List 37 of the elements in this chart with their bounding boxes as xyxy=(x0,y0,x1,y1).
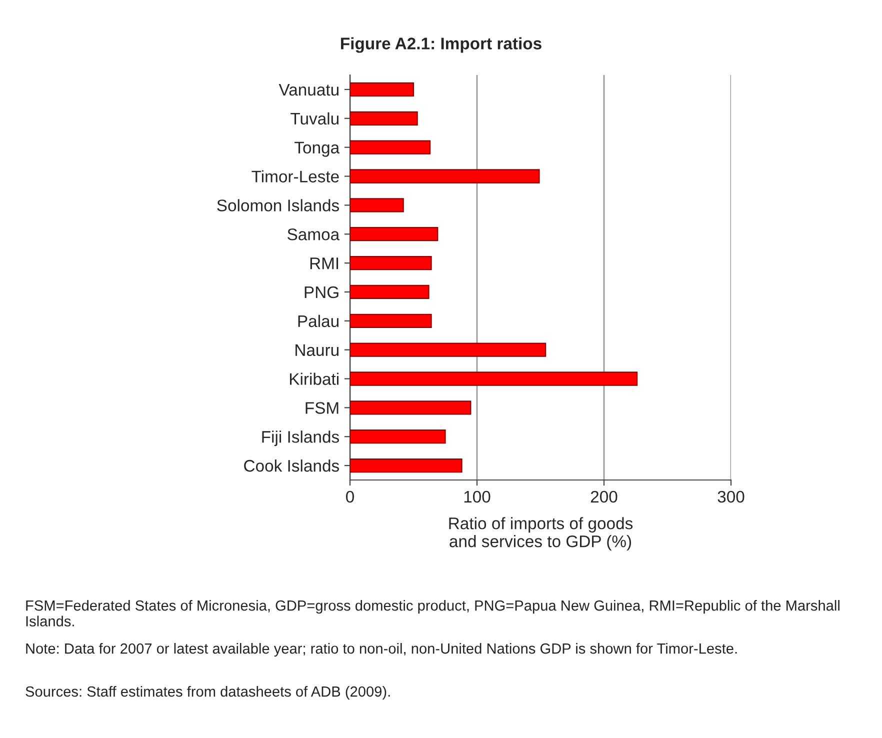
y-tick-label: Cook Islands xyxy=(244,459,339,472)
bar xyxy=(350,400,472,415)
bar xyxy=(350,82,414,97)
text: Note: Data for 2007 or latest available year; ratio to non-oil, non-United Nations GDP is shown for Timor-Leste. xyxy=(26,643,737,657)
y-tick-label: Kiribati xyxy=(290,372,338,385)
y-tick-label: PNG xyxy=(304,286,338,298)
text: FSM=Federated States of Micronesia, GDP=gross domestic product, PNG=Papua New Guinea, RMI=Republic of the Marshall Islands. xyxy=(26,600,840,626)
y-tick-label: Samoa xyxy=(288,228,340,240)
bar xyxy=(350,140,431,154)
y-tick-label: Palau xyxy=(298,314,338,328)
x-tick-label: 100 xyxy=(464,490,490,503)
y-tick-label: Solomon Islands xyxy=(217,199,339,212)
y-tick-label: Tonga xyxy=(294,142,340,157)
x-tick-label: 0 xyxy=(346,490,354,503)
y-tick-label: Tuvalu xyxy=(290,112,338,125)
y-tick-label: Fiji Islands xyxy=(262,430,339,446)
bar xyxy=(350,169,540,184)
x-axis-title: Ratio of imports of goods and services to GDP (%) xyxy=(449,517,633,551)
x-tick-label: 300 xyxy=(718,490,744,503)
bar xyxy=(350,458,462,473)
bar xyxy=(350,227,438,242)
bar xyxy=(350,314,432,328)
y-tick-label: Timor-Leste xyxy=(252,170,339,182)
bar xyxy=(350,372,638,386)
y-tick-label: FSM xyxy=(306,402,338,414)
bar xyxy=(350,284,430,300)
bar xyxy=(350,256,432,270)
bar xyxy=(350,430,446,444)
bar xyxy=(350,342,546,357)
y-tick-label: Vanuatu xyxy=(278,84,338,96)
x-tick-label: 200 xyxy=(590,490,618,503)
source-note: Sources: Staff estimates from datasheets of ADB (2009). xyxy=(26,686,390,700)
chart-title: Figure A2.1: Import ratios xyxy=(341,37,542,53)
y-tick-label: Nauru xyxy=(296,344,338,356)
bar xyxy=(350,198,404,212)
bar xyxy=(350,111,418,126)
y-tick-label: RMI xyxy=(310,258,338,270)
